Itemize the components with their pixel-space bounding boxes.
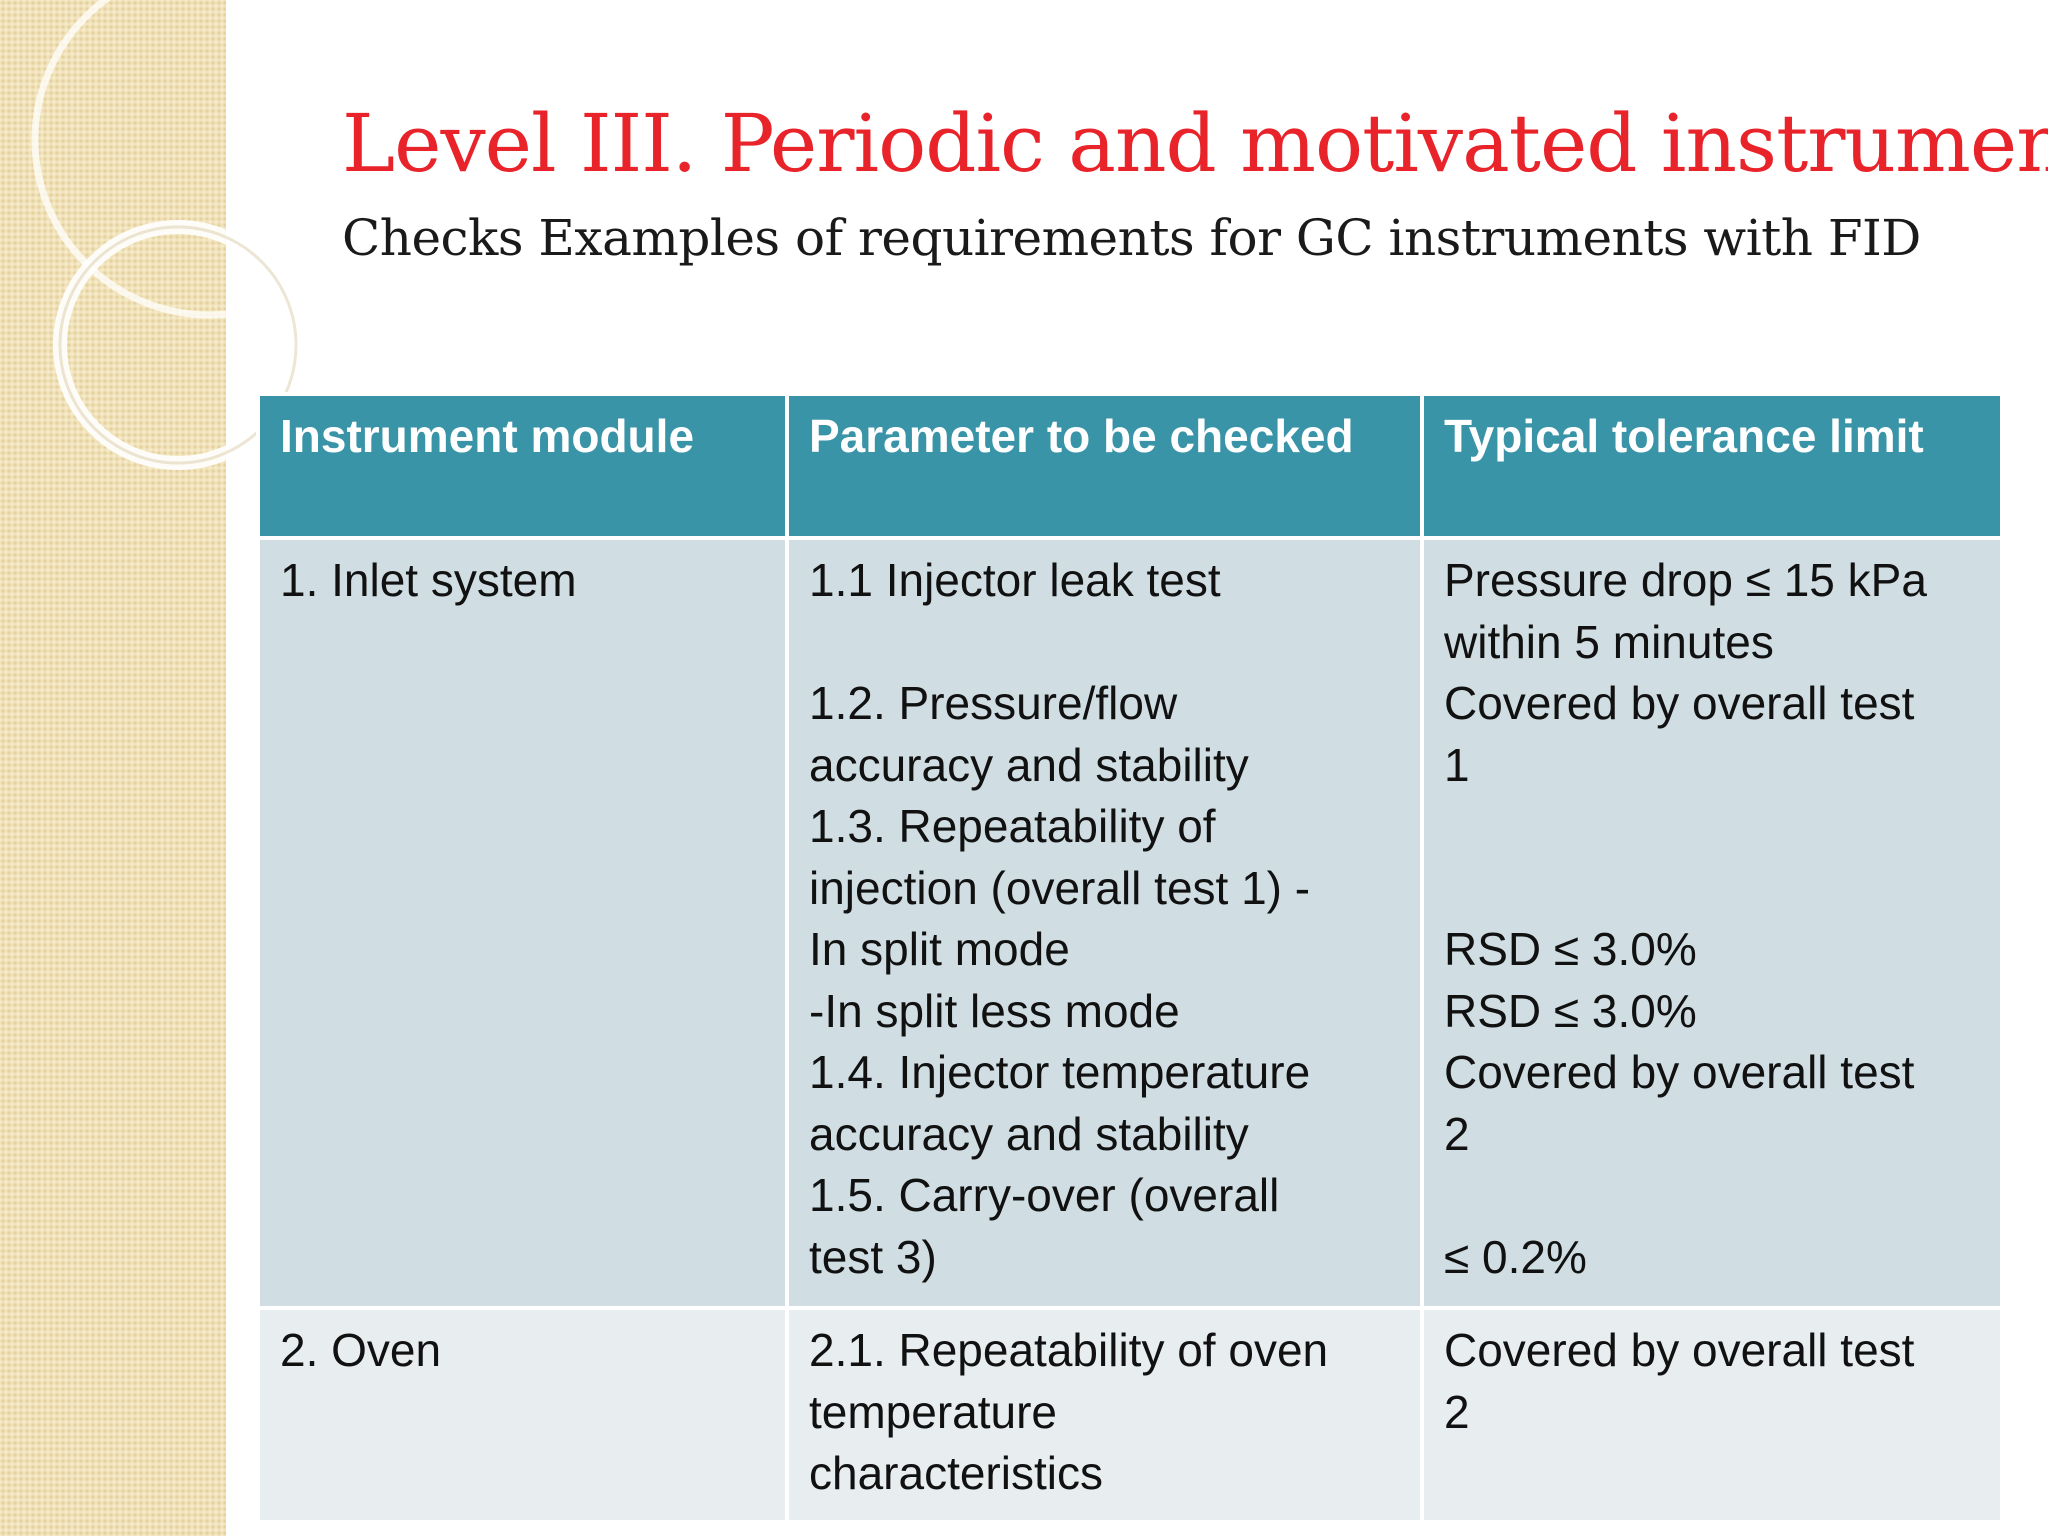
cell-line: 1.2. Pressure/flow	[809, 677, 1178, 729]
cell-line: 1.1 Injector leak test	[809, 554, 1221, 606]
cell-module-oven: 2. Oven	[256, 1306, 789, 1524]
cell-tolerance-oven: Covered by overall test 2	[1420, 1306, 2004, 1524]
cell-line: ≤ 0.2%	[1444, 1230, 1587, 1283]
table-row-oven: 2. Oven 2.1. Repeatability of oven temper…	[256, 1306, 2004, 1524]
cell-line: 1.5. Carry-over (overall	[809, 1169, 1280, 1221]
cell-line: 1.4. Injector temperature	[809, 1046, 1311, 1098]
cell-line: 2	[1444, 1385, 1470, 1438]
cell-line: In split mode	[809, 923, 1070, 975]
cell-line: test 3)	[809, 1230, 937, 1283]
cell-line: 2.1. Repeatability of oven	[809, 1324, 1329, 1376]
decorative-side-band	[0, 0, 226, 1536]
cell-line: 1.3. Repeatability of	[809, 800, 1216, 852]
cell-line: -In split less mode	[809, 984, 1180, 1037]
cell-line: accuracy and stability	[809, 738, 1249, 791]
cell-line: Covered by overall test	[1444, 677, 1915, 729]
cell-line	[1444, 858, 1982, 920]
cell-module-inlet: 1. Inlet system	[256, 536, 789, 1310]
cell-line	[1444, 796, 1982, 858]
cell-line: RSD ≤ 3.0%	[1444, 923, 1697, 975]
decorative-rings	[31, 0, 320, 470]
cell-line: accuracy and stability	[809, 1107, 1249, 1160]
slide-title: Level III. Periodic and motivated instru…	[342, 97, 2048, 190]
cell-parameters-inlet: 1.1 Injector leak test 1.2. Pressure/flo…	[785, 536, 1424, 1310]
cell-parameters-oven: 2.1. Repeatability of oven temperature cha…	[785, 1306, 1424, 1524]
cell-line: temperature	[809, 1385, 1058, 1438]
table-header-row: Instrument module Parameter to be checke…	[256, 392, 2004, 540]
cell-line: RSD ≤ 3.0%	[1444, 984, 1697, 1037]
header-instrument-module: Instrument module	[256, 392, 789, 540]
cell-tolerance-inlet: Pressure drop ≤ 15 kPa within 5 minutes Co…	[1420, 536, 2004, 1310]
slide-subtitle: Checks Examples of requirements for GC i…	[342, 209, 1921, 267]
header-tolerance-limit: Typical tolerance limit	[1420, 392, 2004, 540]
requirements-table: Instrument module Parameter to be checke…	[256, 392, 2004, 1524]
cell-line: Covered by overall test	[1444, 1046, 1915, 1098]
cell-line: characteristics	[809, 1447, 1103, 1499]
cell-line: 1	[1444, 738, 1470, 791]
cell-line: injection (overall test 1) -	[809, 861, 1311, 914]
cell-line: within 5 minutes	[1444, 615, 1774, 668]
cell-line: Pressure drop ≤ 15 kPa	[1444, 554, 1927, 606]
cell-line	[809, 612, 1402, 674]
cell-line: 2	[1444, 1107, 1470, 1160]
table-row-inlet-system: 1. Inlet system 1.1 Injector leak test 1…	[256, 536, 2004, 1310]
cell-line	[1444, 1165, 1982, 1227]
header-parameter: Parameter to be checked	[785, 392, 1424, 540]
cell-line: Covered by overall test	[1444, 1324, 1915, 1376]
